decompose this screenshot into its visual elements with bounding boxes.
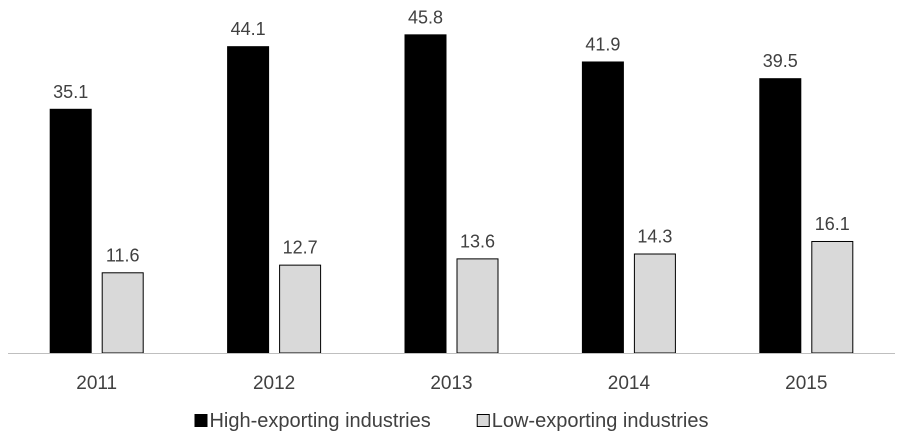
- data-label-low-exporting-industries-2011: 11.6: [106, 245, 140, 265]
- bar-high-exporting-industries-2012: [227, 46, 270, 354]
- data-label-low-exporting-industries-2012: 12.7: [283, 238, 318, 258]
- legend-label-high-exporting-industries: High-exporting industries: [209, 410, 430, 432]
- x-tick-labels: 2011 2012 2013 2014 2015: [76, 373, 827, 394]
- data-labels: 35.1 11.6 44.1 12.7 45.8 13.6 41.9 14.3 39.5 16.1: [53, 7, 850, 265]
- bars-group: [49, 34, 854, 354]
- data-label-low-exporting-industries-2013: 13.6: [460, 231, 495, 251]
- bar-low-exporting-industries-2015: [811, 240, 854, 354]
- data-label-low-exporting-industries-2014: 14.3: [637, 227, 672, 247]
- data-label-high-exporting-industries-2014: 41.9: [585, 34, 620, 54]
- bar-high-exporting-industries-2011: [49, 108, 92, 354]
- x-tick-label-2014: 2014: [608, 373, 651, 394]
- data-label-low-exporting-industries-2015: 16.1: [815, 214, 850, 234]
- data-label-high-exporting-industries-2012: 44.1: [231, 19, 266, 39]
- bar-low-exporting-industries-2012: [279, 264, 322, 354]
- legend-swatch-low-exporting-industries: [476, 414, 490, 427]
- bar-low-exporting-industries-2013: [456, 258, 499, 354]
- bar-low-exporting-industries-2011: [101, 272, 144, 354]
- bar-high-exporting-industries-2015: [759, 78, 802, 354]
- bar-high-exporting-industries-2014: [581, 61, 624, 354]
- x-tick-label-2013: 2013: [430, 373, 472, 394]
- bar-low-exporting-industries-2014: [633, 253, 676, 354]
- legend-label-low-exporting-industries: Low-exporting industries: [492, 410, 709, 432]
- bar-high-exporting-industries-2013: [404, 34, 447, 354]
- data-label-high-exporting-industries-2013: 45.8: [408, 7, 443, 27]
- legend-swatch-high-exporting-industries: [194, 414, 208, 427]
- legend-item-high-exporting-industries: High-exporting industries: [194, 410, 431, 432]
- legend-item-low-exporting-industries: Low-exporting industries: [476, 410, 709, 432]
- x-tick-label-2015: 2015: [785, 373, 827, 394]
- legend: High-exporting industries Low-exporting i…: [194, 410, 709, 432]
- x-tick-label-2012: 2012: [253, 373, 295, 394]
- data-label-high-exporting-industries-2015: 39.5: [763, 51, 798, 71]
- data-label-high-exporting-industries-2011: 35.1: [53, 82, 88, 102]
- x-tick-label-2011: 2011: [76, 373, 117, 394]
